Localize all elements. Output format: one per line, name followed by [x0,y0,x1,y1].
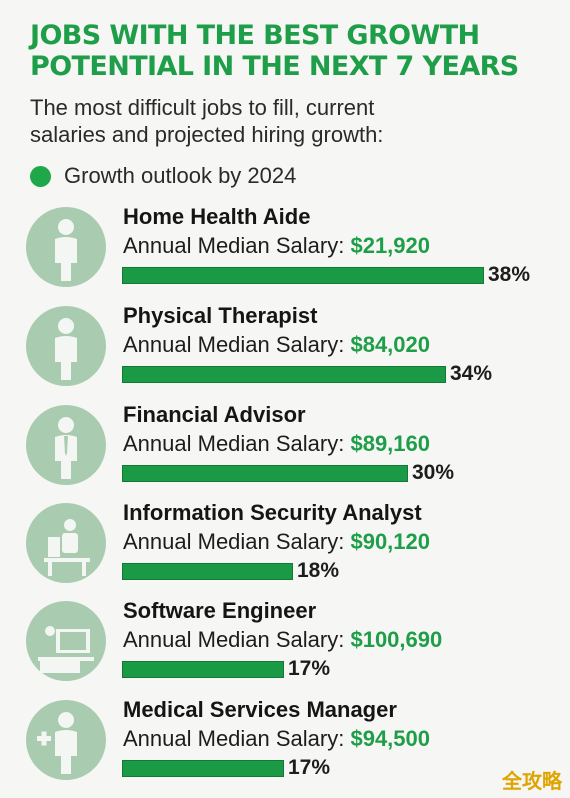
job-row: Home Health Aide Annual Median Salary: $2… [0,204,570,300]
person-icon [26,207,106,287]
salary-amount: $100,690 [350,627,443,652]
job-row: Medical Services Manager Annual Median Sa… [0,697,570,793]
salary-label: Annual Median Salary: [123,233,351,258]
job-title: Information Security Analyst [123,500,422,525]
job-row: Information Security Analyst Annual Media… [0,500,570,596]
salary-line: Annual Median Salary: $21,920 [123,233,430,259]
salary-line: Annual Median Salary: $100,690 [123,627,442,653]
growth-percent-label: 34% [450,362,493,385]
salary-label: Annual Median Salary: [123,332,351,357]
salary-line: Annual Median Salary: $94,500 [123,726,430,752]
salary-amount: $90,120 [350,529,430,554]
job-row: Software Engineer Annual Median Salary: $… [0,598,570,694]
watermark: 全攻略 [502,769,562,793]
legend-label: Growth outlook by 2024 [64,163,297,188]
growth-bar-track: 38% [122,264,562,286]
salary-label: Annual Median Salary: [123,627,351,652]
growth-bar [122,366,446,383]
legend-dot-icon [30,165,51,187]
growth-bar-track: 17% [122,757,562,779]
chart-subtitle: The most difficult jobs to fill, current… [30,94,550,148]
growth-bar-track: 34% [122,363,562,385]
job-title: Physical Therapist [123,303,318,328]
title-line-1: JOBS WITH THE BEST GROWTH [30,20,480,51]
salary-label: Annual Median Salary: [123,431,351,456]
job-title: Software Engineer [123,598,317,623]
job-title: Medical Services Manager [123,697,397,722]
growth-bar [122,465,408,482]
job-title: Financial Advisor [123,402,306,427]
chart-title: JOBS WITH THE BEST GROWTH POTENTIAL IN T… [30,20,560,82]
businessman-icon [26,405,106,485]
salary-label: Annual Median Salary: [123,529,351,554]
growth-percent-label: 17% [288,657,331,680]
growth-percent-label: 30% [412,461,455,484]
salary-amount: $21,920 [350,233,430,258]
growth-bar [122,267,484,284]
growth-bar [122,563,293,580]
person-icon [26,306,106,386]
subtitle-line-2: salaries and projected hiring growth: [30,122,384,147]
growth-bar-track: 17% [122,658,562,680]
salary-amount: $94,500 [350,726,430,751]
salary-line: Annual Median Salary: $84,020 [123,332,430,358]
growth-percent-label: 38% [488,263,531,286]
salary-line: Annual Median Salary: $90,120 [123,529,430,555]
salary-amount: $89,160 [350,431,430,456]
job-title: Home Health Aide [123,204,311,229]
growth-percent-label: 18% [297,559,340,582]
growth-bar-track: 18% [122,560,562,582]
medical-cross-person-icon [26,700,106,780]
growth-bar-track: 30% [122,462,562,484]
growth-percent-label: 17% [288,756,331,779]
salary-amount: $84,020 [350,332,430,357]
subtitle-line-1: The most difficult jobs to fill, current [30,95,375,120]
growth-bar [122,661,284,678]
job-row: Financial Advisor Annual Median Salary: $… [0,402,570,498]
job-row: Physical Therapist Annual Median Salary: … [0,303,570,399]
computer-user-icon [26,601,106,681]
growth-bar [122,760,284,777]
legend: Growth outlook by 2024 [30,163,296,189]
salary-label: Annual Median Salary: [123,726,351,751]
title-line-2: POTENTIAL IN THE NEXT 7 YEARS [30,51,519,82]
desk-worker-icon [26,503,106,583]
salary-line: Annual Median Salary: $89,160 [123,431,430,457]
